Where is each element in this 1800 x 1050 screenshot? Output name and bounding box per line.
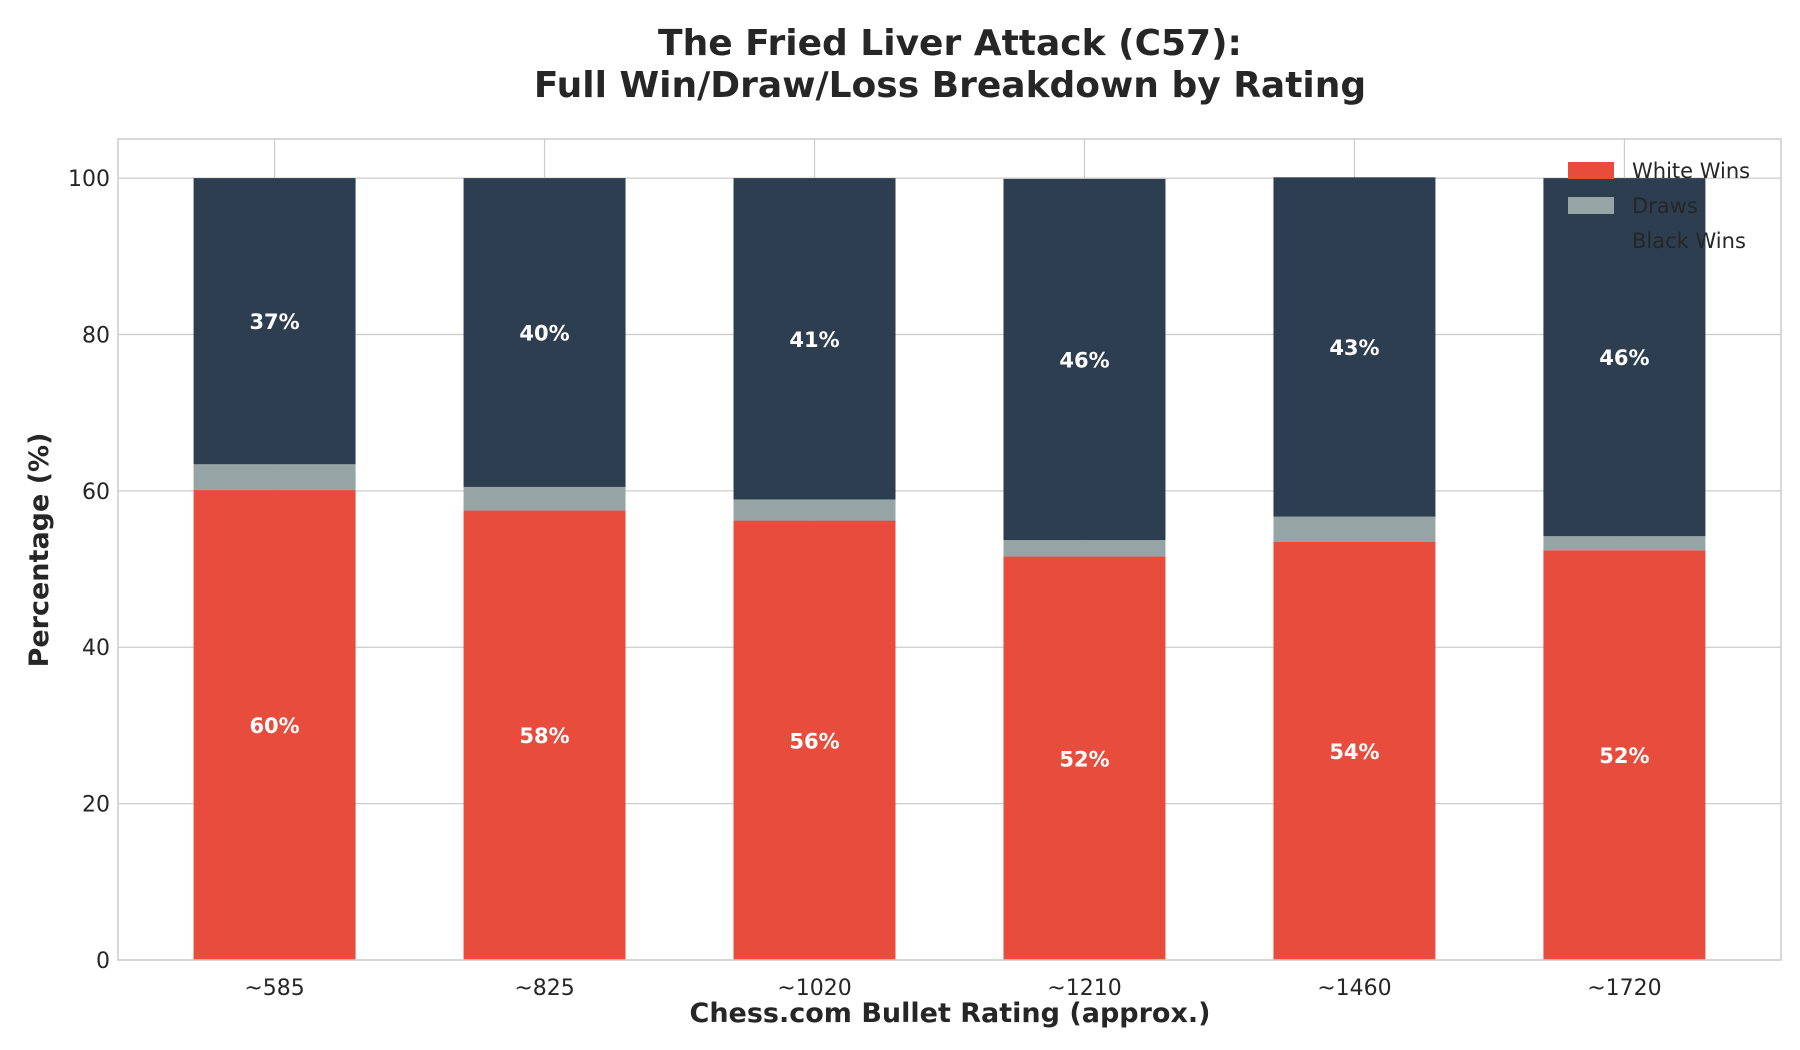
- bar-segment: [193, 490, 356, 960]
- y-tick-label: 40: [82, 636, 110, 661]
- chart-title: The Fried Liver Attack (C57):: [658, 23, 1242, 64]
- grid-layer: [118, 139, 1781, 961]
- bar-data-label: 40%: [519, 322, 569, 346]
- y-tick-label: 60: [82, 480, 110, 505]
- chart-subtitle: Full Win/Draw/Loss Breakdown by Rating: [534, 65, 1366, 106]
- legend-label: White Wins: [1632, 159, 1750, 183]
- bar-data-label: 46%: [1599, 346, 1649, 370]
- bar-segment: [1003, 556, 1166, 960]
- bar-data-label: 60%: [249, 714, 299, 738]
- bar-data-label: 58%: [519, 724, 569, 748]
- legend-label: Black Wins: [1632, 229, 1746, 253]
- ticks-layer: 0 20 40 60 80 100 ~585 ~825 ~1020 ~1210 ~1460 ~1720: [68, 167, 1662, 1001]
- bar-segment: [733, 499, 896, 521]
- bar-segment: [463, 486, 626, 511]
- plot-frame: [117, 138, 1782, 961]
- x-tick-label: ~1460: [1317, 976, 1391, 1001]
- bar-data-label: 41%: [789, 328, 839, 352]
- bar-segment: [1273, 177, 1436, 517]
- bar-segment: [193, 464, 356, 491]
- bar-data-label: 46%: [1059, 348, 1109, 372]
- bar-data-label: 52%: [1059, 747, 1109, 771]
- x-tick-label: ~1020: [777, 976, 851, 1001]
- x-tick-label: ~825: [514, 976, 574, 1001]
- legend-swatch: [1568, 232, 1614, 249]
- y-tick-label: 20: [82, 793, 110, 818]
- legend-label: Draws: [1632, 194, 1698, 218]
- bar-data-label: 37%: [249, 310, 299, 334]
- bar-segment: [1003, 178, 1166, 541]
- bar-segment: [1273, 541, 1436, 960]
- bars-layer: 60% 37% 58% 40% 56% 41% 52% 46% 54% 43% 52% 46%: [193, 177, 1706, 960]
- x-tick-label: ~1720: [1587, 976, 1661, 1001]
- bar-segment: [733, 178, 896, 500]
- x-axis-label: Chess.com Bullet Rating (approx.): [690, 998, 1211, 1029]
- bar-data-label: 52%: [1599, 744, 1649, 768]
- bar-data-label: 43%: [1329, 336, 1379, 360]
- bar-segment: [733, 520, 896, 960]
- legend-swatch: [1568, 162, 1614, 179]
- bar-data-label: 54%: [1329, 740, 1379, 764]
- bar-segment: [1003, 540, 1166, 557]
- y-axis-label: Percentage (%): [24, 433, 55, 668]
- legend-swatch: [1568, 197, 1614, 214]
- bar-segment: [1543, 536, 1706, 551]
- bar-segment: [463, 510, 626, 960]
- x-tick-label: ~585: [244, 976, 304, 1001]
- y-tick-label: 100: [68, 167, 110, 192]
- legend: White Wins Draws Black Wins: [1568, 159, 1750, 253]
- bar-segment: [193, 178, 356, 465]
- bar-segment: [463, 178, 626, 487]
- x-tick-label: ~1210: [1047, 976, 1121, 1001]
- bar-data-label: 56%: [789, 729, 839, 753]
- bar-segment: [1273, 516, 1436, 542]
- bar-segment: [1543, 550, 1706, 960]
- y-tick-label: 0: [96, 949, 110, 974]
- y-tick-label: 80: [82, 323, 110, 348]
